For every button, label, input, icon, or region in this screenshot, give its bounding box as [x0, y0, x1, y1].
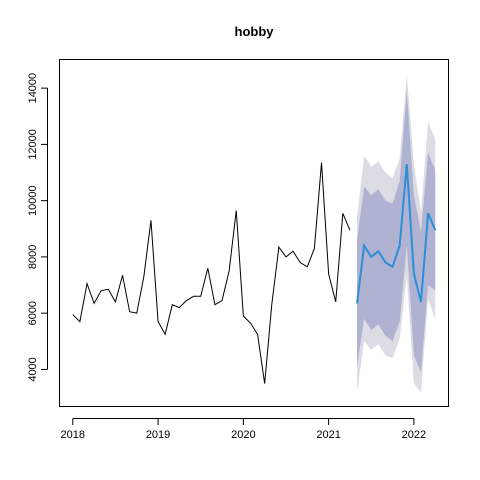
y-tick-label: 8000: [27, 245, 39, 269]
y-axis: 4000 6000 8000 10000 12000 14000: [27, 73, 48, 382]
plot-frame: [59, 59, 449, 407]
y-tick-label: 14000: [27, 73, 39, 104]
x-tick-label: 2022: [402, 429, 426, 441]
band-80: [357, 90, 436, 373]
chart-title: hobby: [235, 24, 275, 39]
x-tick-label: 2021: [316, 429, 340, 441]
prediction-bands: [357, 74, 436, 392]
forecast-line: [356, 163, 437, 304]
history-line: [72, 162, 351, 384]
series-lines: [72, 162, 437, 384]
y-tick-label: 10000: [27, 185, 39, 216]
y-tick-label: 12000: [27, 129, 39, 160]
x-tick-label: 2019: [146, 429, 170, 441]
y-tick-label: 4000: [27, 357, 39, 381]
x-tick-label: 2020: [231, 429, 255, 441]
x-tick-label: 2018: [61, 429, 85, 441]
y-tick-label: 6000: [27, 301, 39, 325]
x-axis: 2018 2019 2020 2021 2022: [61, 418, 426, 441]
